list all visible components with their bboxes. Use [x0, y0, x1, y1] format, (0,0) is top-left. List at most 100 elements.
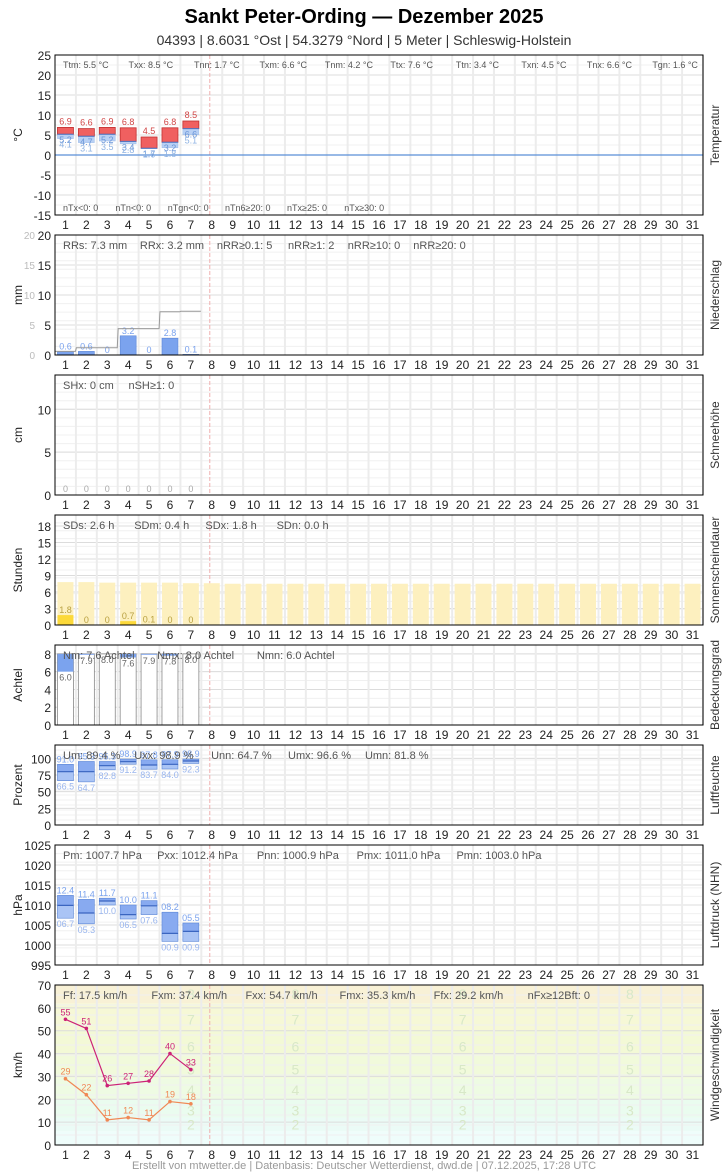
x-tick-label: 30 [665, 628, 679, 642]
x-tick-label: 19 [435, 828, 449, 842]
beaufort-label: 2 [626, 1116, 634, 1132]
x-tick-label: 10 [247, 498, 261, 512]
svg-text:0.6: 0.6 [80, 341, 93, 351]
x-tick-label: 29 [644, 728, 658, 742]
x-tick-label: 19 [435, 1148, 449, 1162]
svg-text:15: 15 [24, 261, 36, 272]
x-tick-label: 26 [581, 218, 595, 232]
x-tick-label: 19 [435, 358, 449, 372]
x-tick-label: 11 [268, 218, 281, 232]
x-tick-label: 27 [602, 628, 616, 642]
y-tick-label: 50 [38, 1025, 52, 1039]
x-tick-label: 9 [229, 498, 236, 512]
x-tick-label: 15 [351, 218, 365, 232]
x-tick-label: 4 [125, 828, 132, 842]
x-tick-label: 1 [62, 498, 69, 512]
svg-text:8.5: 8.5 [185, 110, 198, 120]
x-tick-label: 14 [331, 358, 345, 372]
x-tick-label: 21 [477, 728, 491, 742]
svg-text:4.1: 4.1 [59, 140, 72, 150]
x-tick-label: 23 [519, 1148, 533, 1162]
x-tick-label: 19 [435, 728, 449, 742]
svg-text:5.1: 5.1 [185, 136, 198, 146]
y-axis-label: Prozent [11, 764, 25, 806]
svg-text:33: 33 [186, 1058, 196, 1068]
beaufort-label: 4 [626, 1082, 634, 1098]
snow-chart: 0 5 10 cm Schneehöhe 0 0 0 0 0 0 0 SHx: 0 cm nSH≥1: 0… [11, 374, 722, 512]
x-tick-label: 18 [414, 1148, 428, 1162]
x-tick-label: 25 [560, 358, 574, 372]
x-tick-label: 4 [125, 218, 132, 232]
x-tick-label: 8 [208, 628, 215, 642]
beaufort-label: 7 [187, 1011, 195, 1027]
x-tick-label: 18 [414, 968, 428, 982]
x-tick-label: 17 [393, 728, 407, 742]
x-tick-label: 3 [104, 1148, 111, 1162]
stat-summary: Fxm: 37.4 km/h [151, 990, 227, 1002]
svg-text:91.0: 91.0 [57, 754, 75, 764]
svg-text:4.5: 4.5 [143, 126, 156, 136]
x-tick-label: 11 [268, 358, 281, 372]
stat-summary: SDs: 2.6 h [63, 520, 114, 532]
x-tick-label: 14 [331, 728, 345, 742]
x-tick-label: 12 [289, 358, 303, 372]
svg-text:0: 0 [84, 484, 89, 494]
y-tick-label: 18 [38, 520, 52, 534]
svg-text:0: 0 [105, 345, 110, 355]
x-tick-label: 22 [498, 1148, 512, 1162]
x-tick-label: 1 [62, 358, 69, 372]
svg-text:0: 0 [147, 484, 152, 494]
svg-text:0.1: 0.1 [143, 614, 156, 624]
x-tick-label: 4 [125, 628, 132, 642]
stat-summary: Umn: 81.8 % [365, 750, 429, 762]
stat-summary: Txm: 6.6 °C [259, 60, 307, 70]
x-tick-label: 10 [247, 728, 261, 742]
x-tick-label: 18 [414, 218, 428, 232]
svg-text:5.2: 5.2 [59, 135, 72, 145]
svg-text:06.7: 06.7 [57, 919, 75, 929]
stat-summary: Ffx: 29.2 km/h [434, 990, 504, 1002]
beaufort-label: 7 [459, 1011, 467, 1027]
y-tick-label: 25 [38, 49, 52, 63]
x-tick-label: 18 [414, 728, 428, 742]
x-tick-label: 11 [268, 728, 281, 742]
svg-text:7.9: 7.9 [80, 656, 93, 666]
x-tick-label: 14 [331, 828, 345, 842]
x-tick-label: 31 [686, 968, 700, 982]
beaufort-label: 4 [291, 1082, 299, 1098]
svg-text:0: 0 [63, 484, 68, 494]
x-tick-label: 28 [623, 1148, 637, 1162]
y-tick-label: 70 [38, 979, 52, 993]
x-tick-label: 19 [435, 968, 449, 982]
svg-text:8.0: 8.0 [185, 655, 198, 665]
x-tick-label: 5 [146, 1148, 153, 1162]
svg-text:0.1: 0.1 [185, 344, 198, 354]
x-tick-label: 2 [83, 498, 90, 512]
svg-text:28: 28 [144, 1069, 154, 1079]
chart-title: Schneehöhe [708, 401, 722, 469]
x-tick-label: 29 [644, 628, 658, 642]
beaufort-label: 4 [187, 1082, 195, 1098]
x-tick-label: 3 [104, 358, 111, 372]
x-tick-label: 6 [167, 828, 174, 842]
x-tick-label: 6 [167, 358, 174, 372]
x-tick-label: 9 [229, 828, 236, 842]
svg-text:6.8: 6.8 [164, 117, 177, 127]
x-tick-label: 14 [331, 498, 345, 512]
x-tick-label: 12 [289, 1148, 303, 1162]
x-tick-label: 7 [188, 218, 195, 232]
x-tick-label: 16 [372, 628, 386, 642]
y-tick-label: 25 [38, 802, 52, 816]
x-tick-label: 17 [393, 358, 407, 372]
svg-text:5.2: 5.2 [101, 135, 114, 145]
x-tick-label: 4 [125, 498, 132, 512]
x-tick-label: 24 [540, 1148, 554, 1162]
y-tick-label: 3 [44, 603, 51, 617]
x-tick-label: 17 [393, 628, 407, 642]
x-tick-label: 20 [456, 728, 470, 742]
svg-text:0: 0 [126, 484, 131, 494]
stat-summary: nTgn<0: 0 [168, 203, 209, 213]
svg-text:95.3: 95.3 [78, 751, 96, 761]
stat-summary: Unn: 64.7 % [211, 750, 272, 762]
